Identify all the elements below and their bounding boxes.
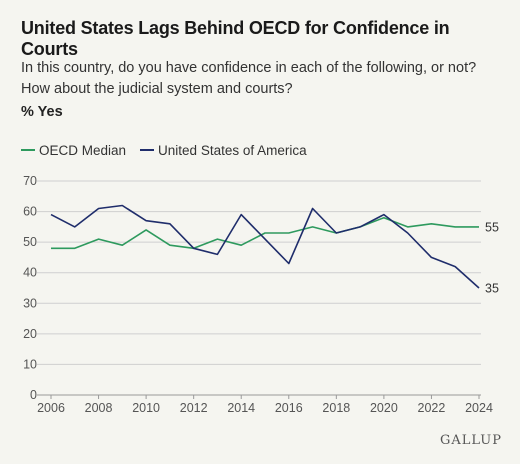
x-tick-label: 2012 (180, 401, 208, 415)
y-tick-label: 20 (23, 327, 37, 341)
y-tick-label: 70 (23, 174, 37, 188)
series-line-oecd (51, 216, 479, 250)
x-tick-label: 2020 (370, 401, 398, 415)
end-value-label: 35 (485, 282, 499, 296)
y-tick-label: 30 (23, 296, 37, 310)
x-tick-label: 2006 (37, 401, 65, 415)
x-tick-label: 2016 (275, 401, 303, 415)
x-tick-label: 2014 (227, 401, 255, 415)
legend-label-oecd: OECD Median (39, 142, 127, 158)
y-tick-label: 50 (23, 235, 37, 249)
end-value-label: 55 (485, 220, 499, 234)
x-tick-label: 2024 (465, 401, 493, 415)
x-tick-label: 2008 (85, 401, 113, 415)
legend: OECD Median United States of America (21, 141, 321, 159)
legend-swatch-usa (140, 149, 155, 151)
y-tick-label: 40 (23, 266, 37, 280)
legend-label-usa: United States of America (158, 142, 307, 158)
legend-item-usa: United States of America (140, 143, 307, 158)
gallup-logo: GALLUP (439, 433, 502, 448)
legend-item-oecd: OECD Median (21, 143, 126, 158)
chart-title: United States Lags Behind OECD for Confi… (21, 18, 450, 59)
x-tick-label: 2018 (322, 401, 350, 415)
series-line-usa (50, 204, 480, 289)
y-tick-label: 60 (23, 205, 37, 219)
legend-swatch-oecd (21, 149, 35, 151)
unit-label: % Yes (21, 104, 63, 120)
y-tick-label: 10 (23, 357, 37, 371)
x-tick-label: 2022 (418, 401, 446, 415)
x-tick-label: 2010 (132, 401, 160, 415)
y-tick-label: 0 (30, 388, 37, 402)
chart-subtitle: In this country, do you have confidence … (21, 60, 477, 97)
